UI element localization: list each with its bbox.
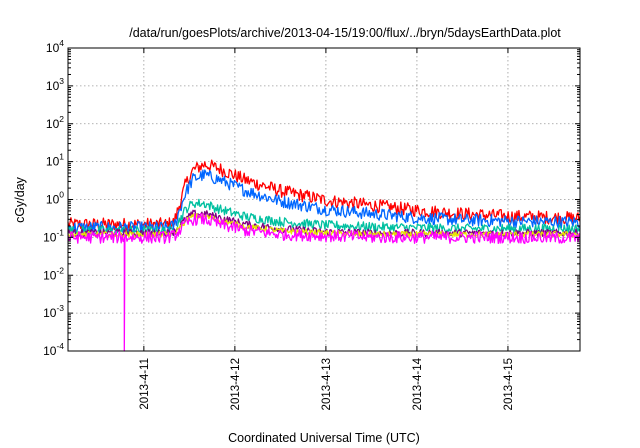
series-group: [67, 159, 581, 352]
series-line-3: [67, 198, 581, 237]
y-tick-label: 10-2: [43, 265, 64, 282]
x-axis-label: Coordinated Universal Time (UTC): [228, 431, 420, 445]
y-tick-label: 10-3: [43, 303, 64, 320]
y-tick-label: 100: [46, 190, 64, 207]
x-tick-label: 2013-4-15: [503, 358, 515, 410]
x-tick-label: 2013-4-12: [230, 358, 242, 410]
y-tick-label: 101: [46, 152, 64, 169]
series-line-6: [67, 212, 581, 352]
chart-title: /data/run/goesPlots/archive/2013-04-15/1…: [129, 26, 561, 40]
y-tick-label: 104: [46, 38, 64, 55]
x-axis: 2013-4-11 2013-4-12 2013-4-13 2013-4-14 2013…: [139, 48, 515, 410]
y-axis: 10-4 10-3 10-2 10-1 100 101 102 103 104: [43, 38, 580, 358]
y-tick-label: 103: [46, 76, 64, 93]
x-tick-label: 2013-4-13: [321, 358, 333, 410]
y-tick-label: 102: [46, 114, 64, 131]
y-tick-label: 10-4: [43, 341, 64, 358]
x-tick-label: 2013-4-14: [412, 357, 424, 410]
y-tick-label: 10-1: [43, 227, 64, 244]
x-tick-label: 2013-4-11: [139, 358, 151, 410]
y-axis-label: cGy/day: [13, 176, 27, 223]
